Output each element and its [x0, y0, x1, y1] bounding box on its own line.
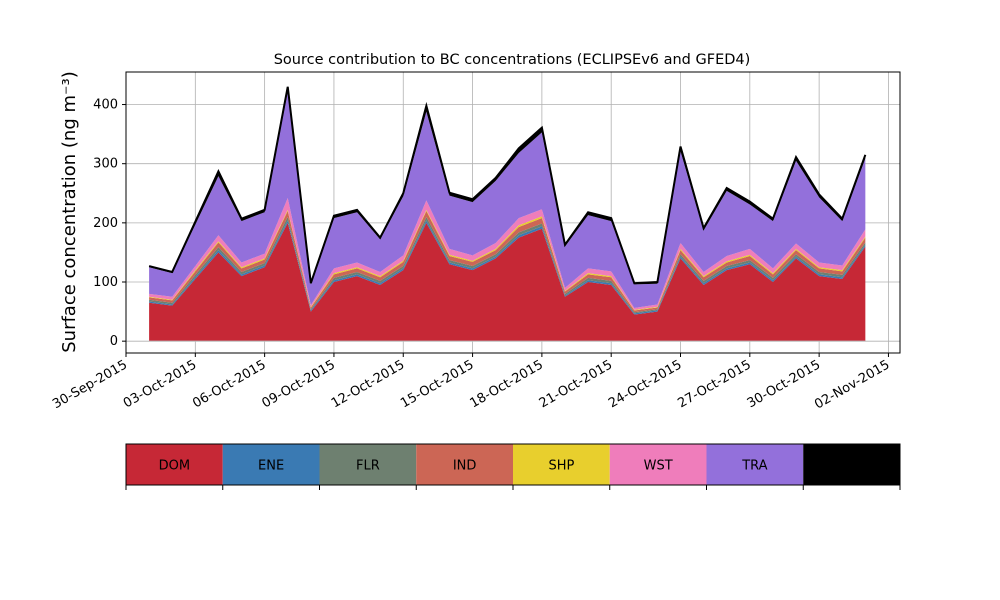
- total-outline: [148, 86, 867, 285]
- legend-swatch-tra: [706, 444, 804, 485]
- x-tick-label: 06-Oct-2015: [190, 357, 268, 411]
- legend-swatch-flr: [319, 444, 417, 485]
- legend-label-dom: DOM: [159, 459, 190, 474]
- area-tra: [149, 91, 866, 309]
- legend-label-flr: FLR: [356, 459, 380, 474]
- legend-swatch-bb: [803, 444, 900, 485]
- legend-swatch-shp: [513, 444, 610, 485]
- plot-frame: [125, 71, 901, 354]
- legend-label-wst: WST: [644, 459, 673, 474]
- x-tick-label: 02-Nov-2015: [812, 357, 892, 412]
- legend-swatch-wst: [609, 444, 707, 485]
- legend-swatch-dom: [126, 444, 223, 485]
- area-dom: [149, 222, 866, 342]
- x-tick-label: 15-Oct-2015: [398, 357, 476, 411]
- legend-label-shp: SHP: [548, 459, 574, 474]
- legend-swatch-ene: [222, 444, 320, 485]
- legend-label-tra: TRA: [741, 459, 767, 474]
- y-tick-label: 300: [93, 157, 118, 172]
- y-tick-label: 0: [110, 334, 118, 349]
- x-tick-label: 30-Oct-2015: [745, 357, 823, 411]
- y-tick-label: 200: [93, 216, 118, 231]
- y-tick-label: 100: [93, 275, 118, 290]
- x-tick-label: 03-Oct-2015: [121, 357, 199, 411]
- x-tick-label: 09-Oct-2015: [260, 357, 338, 411]
- legend-swatch-ind: [416, 444, 513, 485]
- y-axis-label: Surface concentration (ng m⁻³): [59, 71, 80, 353]
- legend-label-bb: BB: [843, 459, 861, 474]
- x-tick-label: 27-Oct-2015: [675, 357, 753, 411]
- x-tick-label: 18-Oct-2015: [467, 357, 545, 411]
- legend-label-ene: ENE: [258, 459, 284, 474]
- x-tick-label: 21-Oct-2015: [537, 357, 615, 411]
- legend-label-ind: IND: [453, 459, 477, 474]
- legend-colorbar: DOM ENE FLR IND SHP WST TRA BB: [125, 443, 901, 490]
- stacked-areas: [148, 86, 867, 342]
- x-tick-label: 12-Oct-2015: [329, 357, 407, 411]
- y-tick-label: 400: [93, 98, 118, 113]
- chart-title: Source contribution to BC concentrations…: [274, 52, 751, 68]
- x-tick-label: 30-Sep-2015: [50, 357, 130, 412]
- x-tick-label: 24-Oct-2015: [606, 357, 684, 411]
